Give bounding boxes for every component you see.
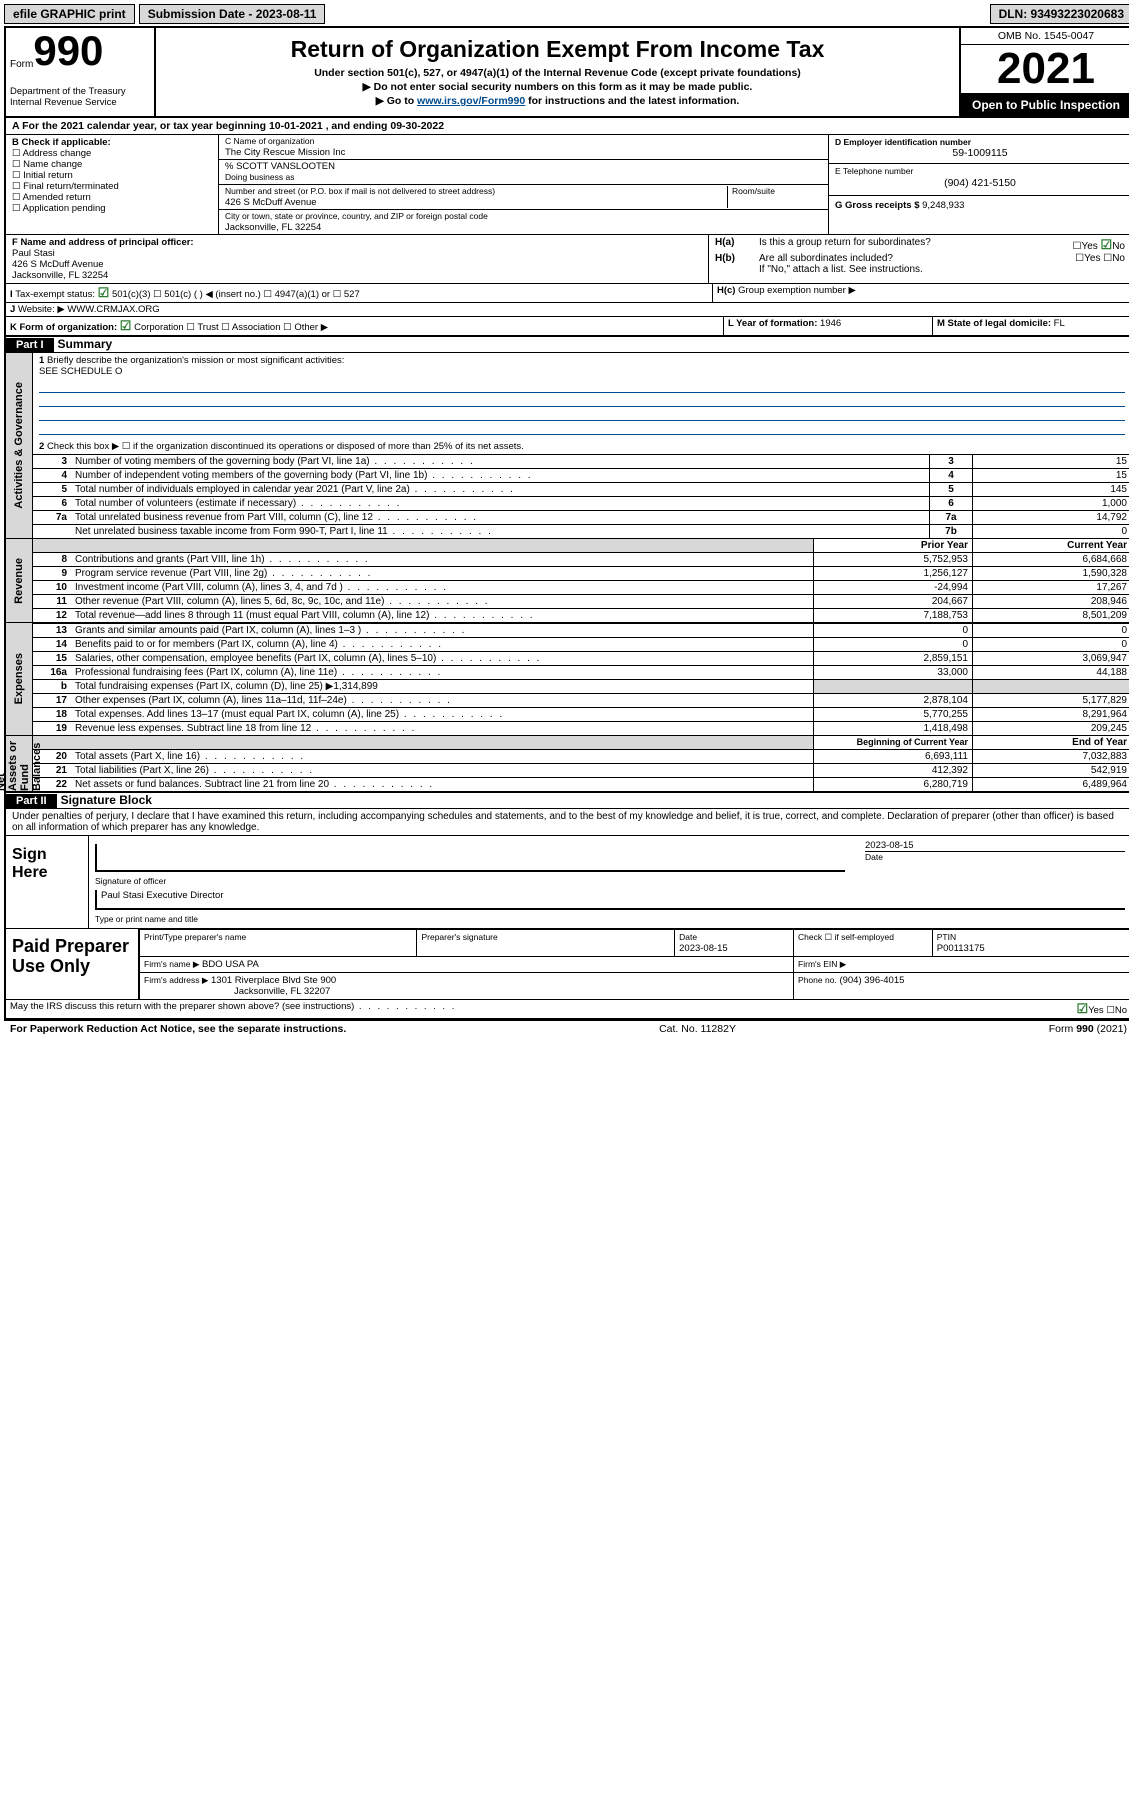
gross-receipts: 9,248,933 xyxy=(922,200,964,211)
subtitle-2: ▶ Do not enter social security numbers o… xyxy=(164,81,951,93)
subtitle-1: Under section 501(c), 527, or 4947(a)(1)… xyxy=(164,67,951,79)
org-form-row: K Form of organization: ☑ Corporation ☐ … xyxy=(6,317,1129,337)
period-row: A For the 2021 calendar year, or tax yea… xyxy=(6,118,1129,135)
table-row: Net unrelated business taxable income fr… xyxy=(33,525,1129,539)
table-row: 16aProfessional fundraising fees (Part I… xyxy=(33,666,1129,680)
table-row: 7aTotal unrelated business revenue from … xyxy=(33,511,1129,525)
phone: (904) 421-5150 xyxy=(835,177,1125,189)
identity-block: B Check if applicable: ☐ Address change … xyxy=(6,135,1129,235)
table-row: 9Program service revenue (Part VIII, lin… xyxy=(33,567,1129,581)
table-row: 11Other revenue (Part VIII, column (A), … xyxy=(33,595,1129,609)
app-topbar: efile GRAPHIC print Submission Date - 20… xyxy=(4,4,1129,24)
efile-button[interactable]: efile GRAPHIC print xyxy=(4,4,135,24)
net-assets-section: Net Assets or Fund Balances Beginning of… xyxy=(6,736,1129,793)
care-of: % SCOTT VANSLOOTEN xyxy=(225,161,335,172)
table-row: 3Number of voting members of the governi… xyxy=(33,455,1129,469)
table-row: 19Revenue less expenses. Subtract line 1… xyxy=(33,722,1129,736)
ptin: P00113175 xyxy=(937,943,985,954)
table-row: 8Contributions and grants (Part VIII, li… xyxy=(33,553,1129,567)
part-ii-header: Part IISignature Block xyxy=(6,793,1129,809)
city-state-zip: Jacksonville, FL 32254 xyxy=(225,222,321,233)
open-to-public: Open to Public Inspection xyxy=(961,94,1129,116)
check-address-change[interactable]: ☐ Address change xyxy=(12,148,212,159)
tax-year: 2021 xyxy=(961,45,1129,94)
table-row: 22Net assets or fund balances. Subtract … xyxy=(33,778,1129,792)
table-row: 21Total liabilities (Part X, line 26)412… xyxy=(33,764,1129,778)
firm-phone: (904) 396-4015 xyxy=(839,975,904,986)
table-row: 17Other expenses (Part IX, column (A), l… xyxy=(33,694,1129,708)
street-address: 426 S McDuff Avenue xyxy=(225,197,317,208)
table-row: 18Total expenses. Add lines 13–17 (must … xyxy=(33,708,1129,722)
irs-link[interactable]: www.irs.gov/Form990 xyxy=(417,95,525,107)
org-name: The City Rescue Mission Inc xyxy=(225,147,345,158)
omb-number: OMB No. 1545-0047 xyxy=(961,28,1129,45)
firm-address-1: 1301 Riverplace Blvd Ste 900 xyxy=(211,975,336,986)
officer-group-block: F Name and address of principal officer:… xyxy=(6,235,1129,284)
section-c: C Name of organization The City Rescue M… xyxy=(219,135,828,234)
tax-exempt-row: I Tax-exempt status: ☑ 501(c)(3) ☐ 501(c… xyxy=(6,284,1129,303)
table-row: 12Total revenue—add lines 8 through 11 (… xyxy=(33,609,1129,623)
form-990: Form 990 Department of the Treasury Inte… xyxy=(4,26,1129,1021)
table-row: 10Investment income (Part VIII, column (… xyxy=(33,581,1129,595)
section-d-e-g: D Employer identification number 59-1009… xyxy=(828,135,1129,234)
year-columns-header: Revenue Prior Year Current Year 8Contrib… xyxy=(6,539,1129,623)
check-application-pending[interactable]: ☐ Application pending xyxy=(12,203,212,214)
table-row: 13Grants and similar amounts paid (Part … xyxy=(33,624,1129,638)
ein: 59-1009115 xyxy=(835,147,1125,159)
tab-governance: Activities & Governance xyxy=(13,382,25,509)
h-b-answer: ☐Yes ☐No xyxy=(1075,253,1125,264)
perjury-declaration: Under penalties of perjury, I declare th… xyxy=(6,809,1129,836)
paid-preparer-block: Paid Preparer Use Only Print/Type prepar… xyxy=(6,929,1129,1000)
firm-name: BDO USA PA xyxy=(202,959,259,970)
tab-revenue: Revenue xyxy=(13,558,25,604)
tab-net-assets: Net Assets or Fund Balances xyxy=(0,736,43,791)
officer-name-title: Paul Stasi Executive Director xyxy=(95,890,1125,910)
officer-name: Paul Stasi xyxy=(12,248,55,259)
website: WWW.CRMJAX.ORG xyxy=(67,304,159,315)
governance-table: 3Number of voting members of the governi… xyxy=(33,454,1129,538)
check-amended[interactable]: ☐ Amended return xyxy=(12,192,212,203)
subtitle-3: ▶ Go to www.irs.gov/Form990 for instruct… xyxy=(164,95,951,107)
submission-date-button[interactable]: Submission Date - 2023-08-11 xyxy=(139,4,326,24)
mission-text: SEE SCHEDULE O xyxy=(39,366,122,377)
table-row: 14Benefits paid to or for members (Part … xyxy=(33,638,1129,652)
table-row: 15Salaries, other compensation, employee… xyxy=(33,652,1129,666)
expenses-section: Expenses 13Grants and similar amounts pa… xyxy=(6,623,1129,736)
check-name-change[interactable]: ☐ Name change xyxy=(12,159,212,170)
discuss-row: May the IRS discuss this return with the… xyxy=(6,1000,1129,1019)
table-row: 5Total number of individuals employed in… xyxy=(33,483,1129,497)
check-final-return[interactable]: ☐ Final return/terminated xyxy=(12,181,212,192)
part-i-header: Part ISummary xyxy=(6,337,1129,353)
table-row: bTotal fundraising expenses (Part IX, co… xyxy=(33,680,1129,694)
form-title: Return of Organization Exempt From Incom… xyxy=(164,36,951,63)
dln-button[interactable]: DLN: 93493223020683 xyxy=(990,4,1129,24)
website-row: J Website: ▶ WWW.CRMJAX.ORG xyxy=(6,303,1129,317)
officer-signature-line[interactable] xyxy=(95,844,845,872)
state-domicile: FL xyxy=(1054,318,1065,329)
self-employed-check[interactable]: Check ☐ if self-employed xyxy=(798,932,894,942)
table-row: 6Total number of volunteers (estimate if… xyxy=(33,497,1129,511)
table-row: 4Number of independent voting members of… xyxy=(33,469,1129,483)
h-a-answer: ☐Yes ☑No xyxy=(1072,237,1125,253)
table-row: 20Total assets (Part X, line 16)6,693,11… xyxy=(33,750,1129,764)
page-footer: For Paperwork Reduction Act Notice, see … xyxy=(4,1021,1129,1037)
dept-label: Department of the Treasury Internal Reve… xyxy=(10,86,150,108)
form-number: Form 990 xyxy=(10,32,150,70)
sign-here-block: Sign Here Signature of officer 2023-08-1… xyxy=(6,836,1129,929)
check-initial-return[interactable]: ☐ Initial return xyxy=(12,170,212,181)
form-header: Form 990 Department of the Treasury Inte… xyxy=(6,28,1129,118)
sign-date: 2023-08-15 xyxy=(865,840,1125,851)
activities-governance: Activities & Governance 1 Briefly descri… xyxy=(6,353,1129,539)
tab-expenses: Expenses xyxy=(13,653,25,704)
firm-address-2: Jacksonville, FL 32207 xyxy=(234,986,330,997)
section-b: B Check if applicable: ☐ Address change … xyxy=(6,135,219,234)
year-formation: 1946 xyxy=(820,318,841,329)
preparer-date: 2023-08-15 xyxy=(679,943,728,954)
